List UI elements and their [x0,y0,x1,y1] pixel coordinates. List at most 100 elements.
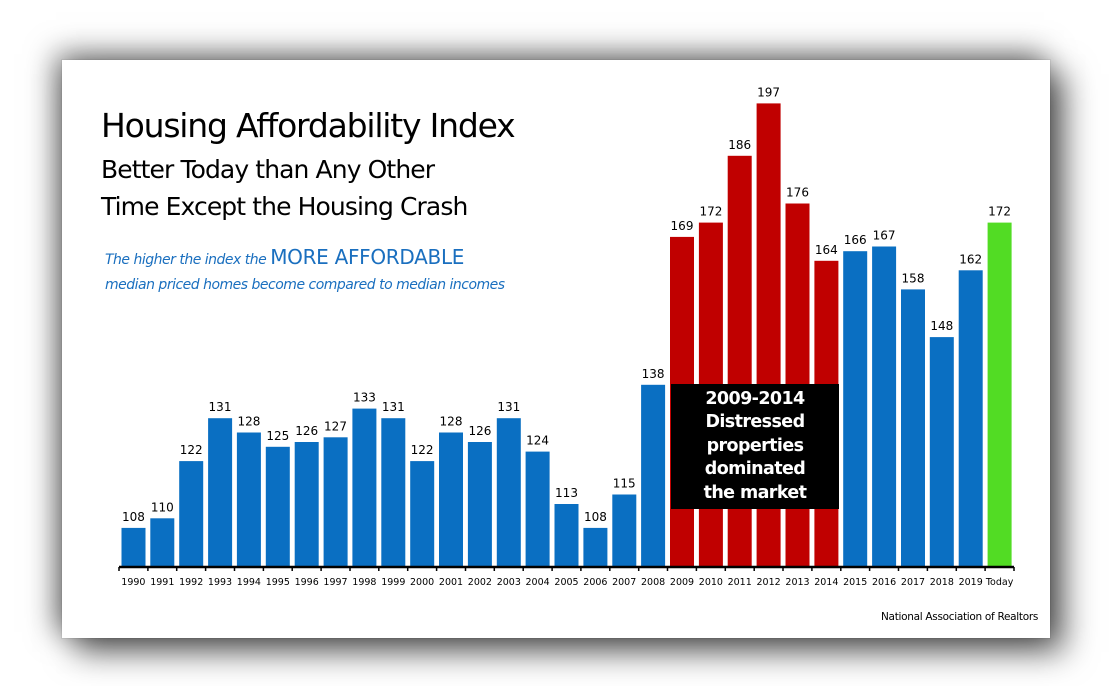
value-label-2015: 166 [844,233,867,247]
x-tick-label-2003: 2003 [497,577,521,588]
x-tick-label-2001: 2001 [439,577,463,588]
x-tick-label-1996: 1996 [295,577,319,588]
value-label-2012: 197 [757,85,780,99]
bar-2001 [439,432,463,567]
x-tick-label-2009: 2009 [670,577,694,588]
x-tick-label-1992: 1992 [179,577,203,588]
bar-2017 [901,289,925,567]
x-tick-label-2006: 2006 [583,577,607,588]
bar-1991 [150,518,175,567]
bar-1999 [381,418,406,567]
value-label-2017: 158 [902,271,925,285]
x-tick-label-2000: 2000 [410,577,434,588]
callout-line-2: Distressed [705,412,805,433]
note-emphasis: MORE AFFORDABLE [270,245,465,269]
value-label-2018: 148 [930,319,953,333]
value-label-2008: 138 [642,367,665,381]
bar-1997 [323,437,348,567]
note-line-1: The higher the index the MORE AFFORDABLE [105,243,505,274]
x-tick-label-1999: 1999 [381,577,405,588]
x-tick-label-2013: 2013 [785,577,809,588]
bar-1996 [294,442,319,567]
x-tick-label-1994: 1994 [237,577,261,588]
value-label-2014: 164 [815,243,838,257]
x-tick-label-2005: 2005 [554,577,578,588]
value-label-2000: 122 [411,443,434,457]
value-label-2003: 131 [497,400,520,414]
bar-2002 [467,442,492,567]
x-tick-label-2012: 2012 [757,577,781,588]
bar-2016 [872,246,897,567]
x-tick-label-2011: 2011 [728,577,752,588]
value-label-1996: 126 [295,424,318,438]
value-label-1994: 128 [237,415,260,429]
bar-1995 [265,446,290,567]
note-line-2: median priced homes become compared to m… [105,277,505,293]
value-label-2001: 128 [440,415,463,429]
callout-line-5: the market [703,482,807,503]
bar-2006 [583,527,608,567]
x-tick-label-2008: 2008 [641,577,665,588]
x-tick-label-2019: 2019 [959,577,983,588]
value-label-2009: 169 [671,219,694,233]
value-label-1990: 108 [122,510,145,524]
x-tick-label-1997: 1997 [323,577,347,588]
bar-2019 [958,270,983,567]
distressed-callout-box: 2009-2014 Distressed properties dominate… [671,384,839,509]
affordability-note: The higher the index the MORE AFFORDABLE… [105,243,505,296]
value-label-2010: 172 [699,205,722,219]
x-tick-label-1991: 1991 [150,577,174,588]
subtitle-line-2: Time Except the Housing Crash [101,192,468,221]
value-label-today: 172 [988,205,1011,219]
note-prefix: The higher the index the [105,252,271,268]
value-label-2002: 126 [468,424,491,438]
x-tick-label-1993: 1993 [208,577,232,588]
value-label-2019: 162 [959,252,982,266]
x-tick-label-2002: 2002 [468,577,492,588]
bar-2004 [525,451,550,567]
value-label-1992: 122 [180,443,203,457]
chart-title: Housing Affordability Index [101,106,516,145]
bar-1992 [179,461,204,567]
bar-2015 [843,251,868,567]
x-tick-label-1998: 1998 [352,577,376,588]
value-label-1997: 127 [324,419,347,433]
x-tick-label-today: Today [985,577,1014,588]
x-tick-label-2018: 2018 [930,577,954,588]
value-label-1993: 131 [209,400,232,414]
value-labels-group: 108 110 122 131 128 125 126 127 133 131 122 128 126 1… [122,85,1011,524]
subtitle-line-1: Better Today than Any Other [101,155,435,184]
bar-2007 [612,494,637,567]
value-label-2007: 115 [613,477,636,491]
bar-2008 [641,384,666,567]
bar-2003 [496,418,521,567]
x-tick-label-2016: 2016 [872,577,896,588]
bar-2000 [410,461,435,567]
chart-subtitle: Better Today than Any Other Time Except … [101,151,468,225]
value-label-2013: 176 [786,186,809,200]
value-label-2016: 167 [873,229,896,243]
bar-2018 [929,337,954,567]
value-label-2011: 186 [728,138,751,152]
x-tick-label-1990: 1990 [121,577,145,588]
x-tick-label-2014: 2014 [814,577,838,588]
value-label-2004: 124 [526,434,549,448]
x-tick-label-2007: 2007 [612,577,636,588]
value-label-1998: 133 [353,391,376,405]
x-ticks-group [118,567,1015,571]
value-label-1995: 125 [266,429,289,443]
bar-1990 [121,527,146,567]
x-tick-label-2017: 2017 [901,577,925,588]
bar-1994 [236,432,261,567]
value-label-2005: 113 [555,486,578,500]
bar-1998 [352,408,377,567]
source-credit: National Association of Realtors [881,611,1039,623]
x-tick-label-1995: 1995 [266,577,290,588]
value-label-1999: 131 [382,400,405,414]
callout-line-3: properties [706,435,804,456]
x-tick-labels-group: 1990 1991 1992 1993 1994 1995 1996 1997 1998 1999… [121,577,1013,588]
x-tick-label-2010: 2010 [699,577,723,588]
bar-today [987,222,1012,567]
x-tick-label-2015: 2015 [843,577,867,588]
